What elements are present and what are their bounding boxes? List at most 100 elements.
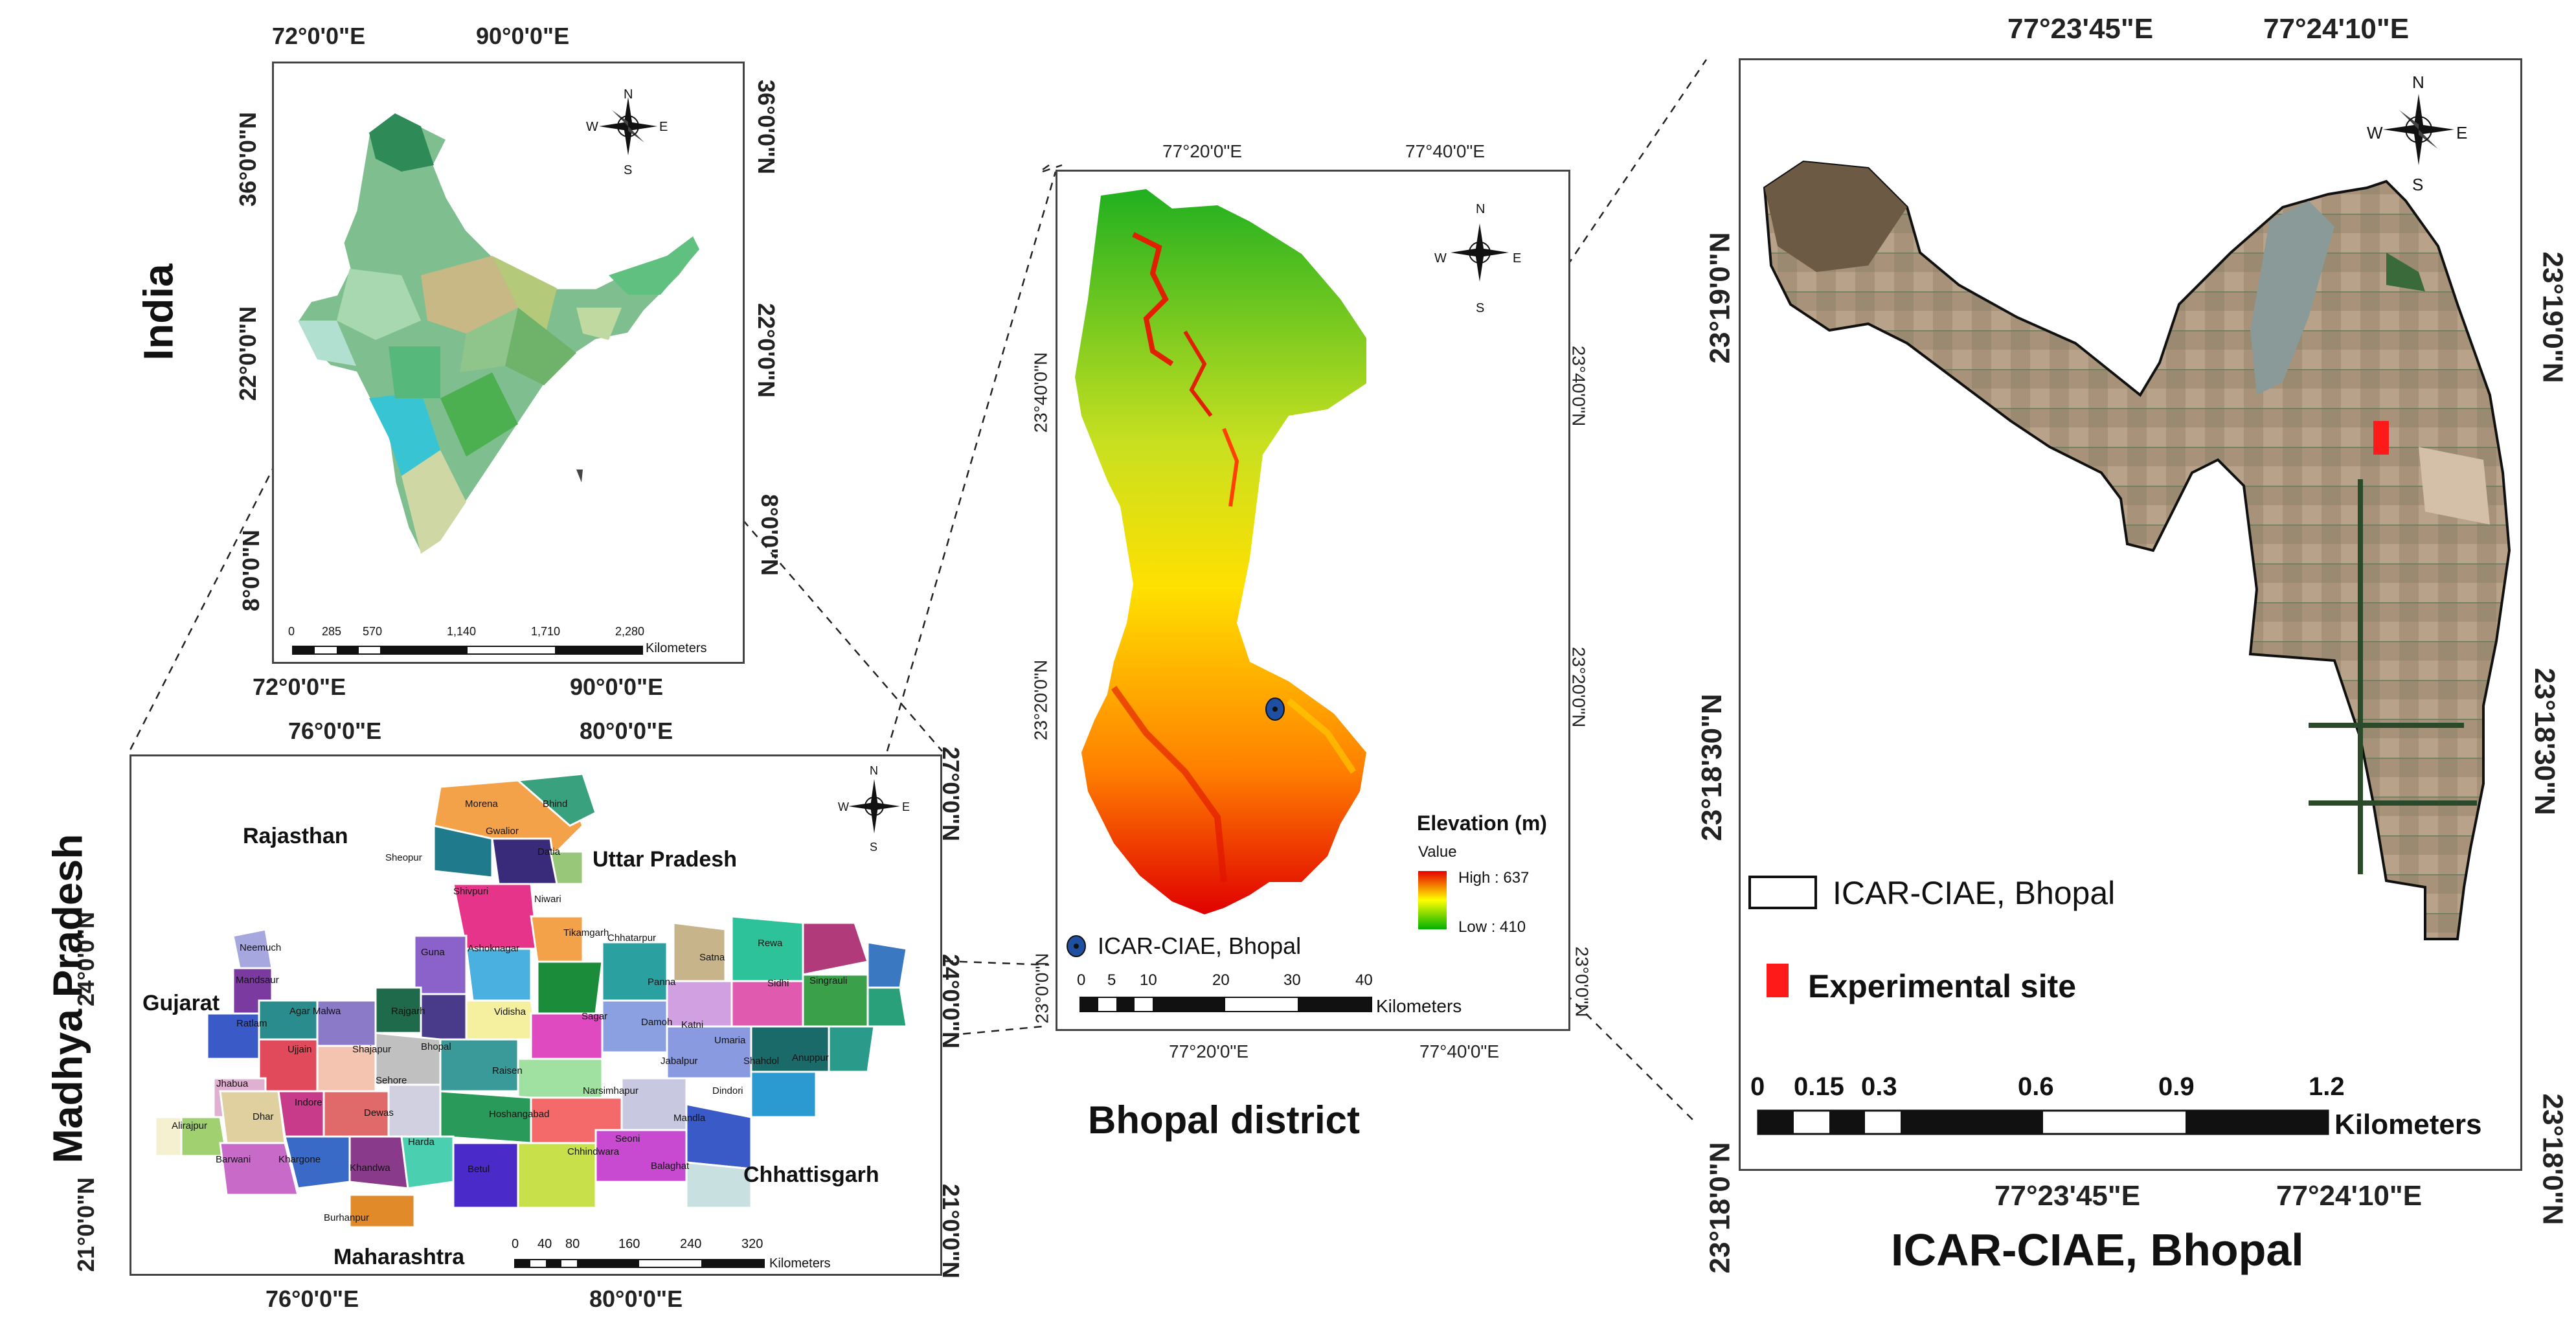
mp-map — [154, 773, 908, 1229]
icar-location-marker — [1265, 697, 1285, 721]
mp-district-label: Agar Malwa — [289, 1006, 341, 1017]
mp-district-label: Datia — [537, 846, 561, 857]
india-scale-2: 570 — [363, 625, 383, 638]
mp-district-label: Chhindwara — [567, 1146, 620, 1157]
legend-site-label: Experimental site — [1808, 968, 2077, 1004]
legend-site-swatch — [1767, 964, 1789, 997]
mp-district-label: Shajapur — [352, 1044, 392, 1055]
bhopal-compass-n: N — [1476, 202, 1486, 216]
bhopal-scale-1: 5 — [1107, 971, 1116, 989]
bhopal-right-tick-3: 23°0'0"N — [1572, 946, 1592, 1017]
india-scale-3: 1,140 — [447, 625, 477, 638]
icar-title: ICAR-CIAE, Bhopal — [1891, 1225, 2304, 1275]
mp-compass-e: E — [902, 800, 910, 813]
mp-bottom-tick-2: 80°0'0"E — [589, 1285, 683, 1312]
mp-district-label: Jabalpur — [661, 1056, 698, 1067]
mp-label-gujarat: Gujarat — [142, 991, 220, 1015]
india-scale-unit: Kilometers — [646, 641, 707, 655]
mp-district-label: Bhopal — [421, 1041, 451, 1052]
mp-district-label: Damoh — [641, 1017, 673, 1028]
mp-district-label: Jhabua — [216, 1078, 249, 1089]
bhopal-left-tick-1: 23°40'0"N — [1030, 352, 1051, 433]
mp-district-label: Khandwa — [350, 1162, 390, 1173]
india-compass-n: N — [624, 87, 633, 102]
mp-compass-w: W — [838, 800, 849, 813]
bhopal-scale-0: 0 — [1077, 971, 1086, 989]
mp-compass-icon — [848, 779, 900, 833]
icar-compass-w: W — [2367, 123, 2383, 142]
mp-district-label: Niwari — [534, 894, 561, 905]
india-right-tick-1: 36°0'0"N — [753, 79, 780, 175]
bhopal-scale-unit: Kilometers — [1376, 996, 1462, 1016]
icar-scale-3: 0.6 — [2018, 1072, 2054, 1101]
mp-scale-2: 80 — [565, 1237, 580, 1251]
bhopal-scale-4: 30 — [1283, 971, 1301, 989]
icar-scale-0: 0 — [1750, 1072, 1765, 1101]
mp-district-label: Neemuch — [240, 942, 282, 953]
mp-title: Madhya Pradesh — [44, 833, 91, 1164]
mp-scale-4: 240 — [680, 1237, 702, 1251]
mp-bottom-tick-1: 76°0'0"E — [266, 1285, 359, 1312]
legend-boundary-label: ICAR-CIAE, Bhopal — [1833, 875, 2116, 911]
icar-scale-unit: Kilometers — [2334, 1109, 2482, 1140]
legend-marker-icon — [1067, 935, 1086, 957]
icar-left-tick-3: 23°18'0"N — [1704, 1142, 1736, 1274]
india-bottom-tick-2: 90°0'0"E — [570, 674, 664, 700]
mp-compass-n: N — [870, 764, 878, 777]
icar-scale-1: 0.15 — [1794, 1072, 1844, 1101]
india-scale-0: 0 — [288, 625, 295, 638]
elevation-legend-title: Elevation (m) — [1417, 811, 1547, 835]
bhopal-left-tick-3: 23°0'0"N — [1032, 953, 1052, 1024]
icar-scale-bar — [1757, 1109, 2329, 1135]
mp-district-label: Ratlam — [236, 1018, 267, 1029]
mp-district-label: Seoni — [615, 1133, 640, 1144]
mp-district-label: Narsimhapur — [583, 1085, 638, 1096]
icar-right-tick-3: 23°18'0"N — [2536, 1093, 2569, 1225]
india-right-tick-3: 8°0'0"N — [756, 493, 784, 576]
bhopal-right-tick-1: 23°40'0"N — [1568, 345, 1589, 427]
icar-compass-n: N — [2412, 73, 2424, 92]
icar-left-tick-1: 23°19'0"N — [1704, 232, 1736, 364]
mp-district-label: Dewas — [364, 1107, 394, 1118]
legend-marker-label: ICAR-CIAE, Bhopal — [1098, 933, 1302, 959]
icar-satellite-map — [1763, 160, 2511, 940]
india-compass-icon — [599, 97, 657, 155]
mp-district-label: Sidhi — [767, 978, 789, 989]
mp-district-label: Balaghat — [651, 1161, 690, 1172]
mp-label-chhattisgarh: Chhattisgarh — [743, 1162, 879, 1187]
icar-compass-e: E — [2456, 123, 2468, 142]
mp-scale-5: 320 — [741, 1237, 763, 1251]
mp-district-label: Katni — [681, 1019, 704, 1030]
india-scale-1: 285 — [322, 625, 342, 638]
mp-scale-unit: Kilometers — [769, 1256, 831, 1271]
bhopal-scale-5: 40 — [1355, 971, 1373, 989]
bhopal-bottom-tick-1: 77°20'0"E — [1169, 1041, 1249, 1061]
mp-scale-1: 40 — [537, 1237, 552, 1251]
india-top-tick-1: 72°0'0"E — [272, 23, 366, 49]
india-left-tick-3: 8°0'0"N — [238, 529, 265, 612]
mp-district-label: Satna — [699, 952, 725, 963]
mp-label-rajasthan: Rajasthan — [243, 824, 348, 848]
mp-district-label: Sehore — [376, 1075, 407, 1086]
mp-district-label: Rewa — [758, 938, 783, 949]
icar-top-tick-2: 77°24'10"E — [2263, 13, 2410, 45]
mp-district-label: Harda — [408, 1137, 435, 1148]
mp-left-tick-2: 21°0'0"N — [73, 1177, 100, 1273]
mp-top-tick-2: 80°0'0"E — [580, 718, 673, 744]
mp-district-label: Sheopur — [385, 852, 422, 863]
mp-label-uttar-pradesh: Uttar Pradesh — [593, 847, 737, 872]
mp-district-label: Shivpuri — [453, 886, 489, 897]
icar-right-tick-2: 23°18'30"N — [2528, 668, 2560, 815]
bhopal-compass-icon — [1451, 223, 1509, 282]
mp-district-label: Hoshangabad — [489, 1109, 550, 1120]
icar-scale-5: 1.2 — [2309, 1072, 2345, 1101]
mp-district-label: Anuppur — [792, 1052, 829, 1063]
india-left-tick-2: 22°0'0"N — [234, 306, 262, 402]
india-compass-s: S — [624, 163, 633, 177]
icar-scale-2: 0.3 — [1861, 1072, 1897, 1101]
bhopal-right-tick-2: 23°20'0"N — [1568, 646, 1589, 728]
mp-district-label: Mandla — [673, 1113, 706, 1124]
bhopal-top-tick-1: 77°20'0"E — [1162, 141, 1243, 161]
mp-district-label: Dhar — [253, 1111, 274, 1122]
bhopal-scale-2: 10 — [1140, 971, 1157, 989]
